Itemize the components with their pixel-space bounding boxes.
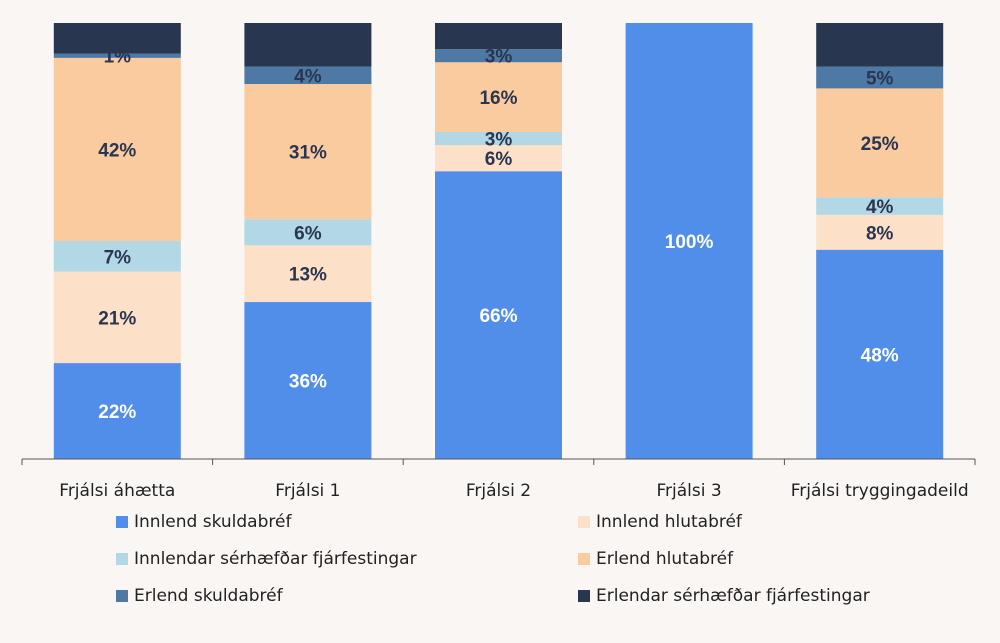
bar-segment	[435, 23, 562, 50]
data-label: 6%	[485, 27, 513, 48]
bar-segment	[816, 66, 944, 89]
data-label: 6%	[294, 223, 322, 244]
legend-swatch	[116, 553, 128, 565]
category-label: Frjálsi áhætta	[59, 481, 175, 501]
data-label: 25%	[861, 134, 899, 155]
legend-item: Innlend hlutabréf	[578, 512, 742, 532]
bar-segment	[816, 249, 944, 459]
bar-segment	[53, 23, 181, 54]
data-label: 7%	[104, 29, 132, 50]
bar-segment	[244, 219, 372, 246]
legend-swatch	[578, 553, 590, 565]
bar-segment	[244, 23, 372, 67]
category-label: Frjálsi tryggingadeild	[791, 481, 969, 501]
legend-label: Erlend skuldabréf	[134, 586, 283, 606]
data-label: 10%	[861, 36, 899, 57]
bar-segment	[816, 214, 944, 250]
data-label: 42%	[98, 140, 136, 161]
data-label: 66%	[479, 306, 517, 327]
legend-label: Innlend hlutabréf	[596, 512, 742, 532]
category-label: Frjálsi 3	[656, 481, 721, 501]
legend-label: Innlend skuldabréf	[134, 512, 292, 532]
bar-segment	[244, 302, 372, 459]
data-label: 4%	[866, 197, 894, 218]
category-label: Frjálsi 1	[275, 481, 340, 501]
bar-segment	[435, 49, 562, 63]
bar-segment	[625, 23, 753, 459]
bar-segment	[816, 88, 944, 198]
legend-swatch	[116, 516, 128, 528]
legend-item: Erlendar sérhæfðar fjárfestingar	[578, 586, 870, 606]
data-label: 13%	[289, 265, 327, 286]
data-label: 3%	[485, 130, 513, 151]
legend-label: Erlendar sérhæfðar fjárfestingar	[596, 586, 870, 606]
data-label: 21%	[98, 308, 136, 329]
data-label: 6%	[485, 149, 513, 170]
data-label: 22%	[98, 402, 136, 423]
data-label: 48%	[861, 345, 899, 366]
bar-segment	[244, 245, 372, 303]
legend-item: Erlend hlutabréf	[578, 549, 733, 569]
data-label: 100%	[665, 232, 714, 253]
data-label: 7%	[104, 247, 132, 268]
data-label: 16%	[479, 88, 517, 109]
bar-segment	[435, 171, 562, 460]
legend-item: Erlend skuldabréf	[116, 586, 283, 606]
bar-segment	[435, 145, 562, 172]
bar-segment	[244, 84, 372, 220]
bar-segment	[53, 241, 181, 272]
bar-segment	[816, 23, 944, 67]
legend-swatch	[578, 516, 590, 528]
legend-swatch	[116, 590, 128, 602]
data-label: 10%	[289, 36, 327, 57]
legend-label: Innlendar sérhæfðar fjárfestingar	[134, 549, 417, 569]
bar-segment	[816, 197, 944, 215]
data-label: 3%	[485, 47, 513, 68]
bar-segment	[53, 57, 181, 241]
data-label: 8%	[866, 223, 894, 244]
data-label: 36%	[289, 372, 327, 393]
bar-segment	[53, 271, 181, 364]
category-label: Frjálsi 2	[466, 481, 531, 501]
bar-segment	[435, 132, 562, 146]
bar-segment	[244, 66, 372, 85]
bar-segment	[435, 62, 562, 132]
legend-label: Erlend hlutabréf	[596, 549, 734, 569]
legend-swatch	[578, 590, 590, 602]
data-label: 4%	[294, 66, 322, 87]
bar-segment	[53, 53, 181, 58]
legend-item: Innlendar sérhæfðar fjárfestingar	[116, 549, 417, 569]
data-label: 31%	[289, 143, 327, 164]
data-label: 5%	[866, 69, 894, 90]
bar-segment	[53, 363, 181, 459]
legend-item: Innlend skuldabréf	[116, 512, 291, 532]
